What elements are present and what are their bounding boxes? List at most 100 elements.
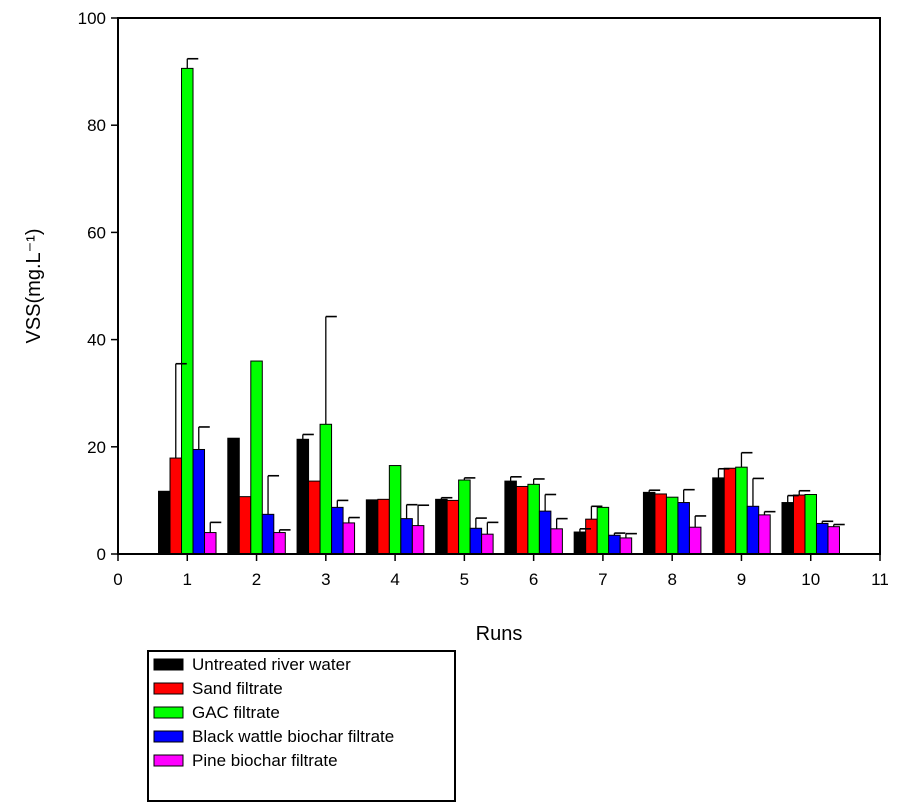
bar-run6-series5 bbox=[550, 528, 563, 555]
bar-run6-series4 bbox=[538, 510, 552, 555]
legend-label: Pine biochar filtrate bbox=[192, 751, 338, 770]
bar-run8-series3 bbox=[665, 496, 679, 555]
legend-swatch bbox=[153, 658, 184, 671]
bar-run5-series3 bbox=[458, 479, 471, 555]
y-tick-label: 20 bbox=[87, 438, 106, 457]
bar-run4-series5 bbox=[411, 525, 425, 555]
legend-item: Pine biochar filtrate bbox=[153, 751, 338, 770]
error-bar-run8-series1 bbox=[648, 489, 661, 493]
error-bar-run1-series5 bbox=[209, 521, 222, 533]
bar-run9-series4 bbox=[746, 505, 760, 555]
error-bar-run9-series3 bbox=[740, 451, 753, 468]
bar-run2-series5 bbox=[273, 532, 286, 555]
legend-swatch bbox=[153, 706, 184, 719]
x-tick-label: 3 bbox=[321, 570, 330, 589]
error-bar-run9-series5 bbox=[763, 510, 776, 515]
legend-label: GAC filtrate bbox=[192, 703, 280, 722]
error-bar-run5-series4 bbox=[475, 517, 487, 529]
legend-item: Sand filtrate bbox=[153, 679, 283, 698]
error-bar-run2-series4 bbox=[267, 474, 280, 515]
x-tick-label: 4 bbox=[390, 570, 399, 589]
axis-ticks: 0 1 2 3 4 5 6 7 8 9 10 11 0 20 40 60 80 100 bbox=[78, 9, 889, 589]
bar-run4-series1 bbox=[365, 499, 379, 555]
error-bar-run1-series4 bbox=[198, 426, 210, 450]
legend-swatch bbox=[153, 682, 184, 695]
bar-run3-series1 bbox=[296, 438, 310, 555]
bar-run10-series4 bbox=[815, 522, 829, 555]
error-bar-run9-series4 bbox=[752, 477, 764, 507]
error-bar-run1-series2 bbox=[175, 362, 187, 459]
bar-run8-series5 bbox=[688, 526, 702, 555]
error-bar-run10-series2 bbox=[798, 489, 811, 496]
legend: Untreated river water Sand filtrate GAC fi… bbox=[147, 650, 456, 802]
bar-run6-series3 bbox=[527, 483, 540, 555]
error-bar-run5-series3 bbox=[463, 477, 476, 481]
error-bar-run5-series1 bbox=[440, 496, 453, 500]
y-tick-label: 60 bbox=[87, 223, 106, 242]
bar-run4-series4 bbox=[400, 518, 413, 555]
y-tick-label: 100 bbox=[78, 9, 106, 28]
x-tick-label: 0 bbox=[113, 570, 122, 589]
bar-run2-series3 bbox=[250, 360, 263, 555]
legend-swatch bbox=[153, 754, 184, 767]
legend-box bbox=[147, 650, 456, 802]
x-tick-label: 5 bbox=[460, 570, 469, 589]
x-tick-label: 10 bbox=[801, 570, 820, 589]
error-bar-run3-series1 bbox=[302, 433, 314, 440]
bar-run6-series1 bbox=[504, 480, 517, 555]
legend-label: Black wattle biochar filtrate bbox=[192, 727, 394, 746]
bar-run6-series2 bbox=[515, 485, 529, 555]
legend-item: Untreated river water bbox=[153, 655, 351, 674]
x-tick-label: 2 bbox=[252, 570, 261, 589]
error-bar-run1-series3 bbox=[186, 57, 199, 69]
bar-run5-series4 bbox=[469, 527, 483, 555]
error-bar-run5-series5 bbox=[486, 521, 499, 535]
bar-run8-series1 bbox=[642, 491, 656, 555]
bar-run10-series5 bbox=[827, 526, 840, 555]
bars-layer bbox=[158, 67, 840, 555]
error-bar-run10-series4 bbox=[821, 520, 834, 524]
error-bar-run7-series1 bbox=[579, 528, 591, 533]
error-bars-layer bbox=[175, 57, 845, 538]
bar-run9-series2 bbox=[723, 467, 737, 555]
bar-run7-series5 bbox=[619, 537, 633, 555]
error-bar-run10-series5 bbox=[833, 523, 845, 527]
x-tick-label: 6 bbox=[529, 570, 538, 589]
bar-run3-series2 bbox=[308, 480, 321, 555]
error-bar-run6-series5 bbox=[555, 517, 568, 529]
error-bar-run4-series5 bbox=[417, 504, 430, 526]
bar-run9-series5 bbox=[758, 514, 771, 555]
x-tick-label: 1 bbox=[183, 570, 192, 589]
error-bar-run8-series5 bbox=[694, 515, 707, 528]
y-tick-label: 80 bbox=[87, 116, 106, 135]
bar-run7-series3 bbox=[596, 506, 610, 555]
bar-run9-series3 bbox=[735, 466, 748, 555]
bar-run10-series2 bbox=[792, 494, 806, 555]
x-axis-title: Runs bbox=[476, 623, 523, 645]
bar-run10-series1 bbox=[781, 502, 794, 555]
legend-item: Black wattle biochar filtrate bbox=[153, 727, 394, 746]
y-tick-label: 0 bbox=[97, 545, 106, 564]
bar-run10-series3 bbox=[804, 494, 817, 555]
y-tick-label: 40 bbox=[87, 331, 106, 350]
bar-run7-series4 bbox=[608, 534, 621, 555]
bar-run1-series1 bbox=[158, 490, 171, 555]
error-bar-run6-series3 bbox=[532, 478, 545, 485]
bar-run2-series1 bbox=[227, 437, 240, 555]
bar-run1-series3 bbox=[181, 67, 194, 555]
bar-run8-series2 bbox=[654, 493, 667, 555]
error-bar-run3-series5 bbox=[348, 516, 360, 523]
bar-run4-series2 bbox=[377, 498, 390, 555]
error-bar-run7-series5 bbox=[625, 532, 637, 538]
plot-frame bbox=[117, 17, 881, 555]
bar-run1-series4 bbox=[192, 448, 206, 555]
legend-swatch bbox=[153, 730, 184, 743]
error-bar-run9-series1 bbox=[717, 467, 730, 478]
legend-label: Untreated river water bbox=[192, 655, 351, 674]
bar-run9-series1 bbox=[712, 477, 725, 555]
legend-label: Sand filtrate bbox=[192, 679, 283, 698]
x-tick-label: 7 bbox=[598, 570, 607, 589]
bar-run3-series3 bbox=[319, 423, 333, 555]
error-bar-run6-series4 bbox=[544, 493, 557, 512]
